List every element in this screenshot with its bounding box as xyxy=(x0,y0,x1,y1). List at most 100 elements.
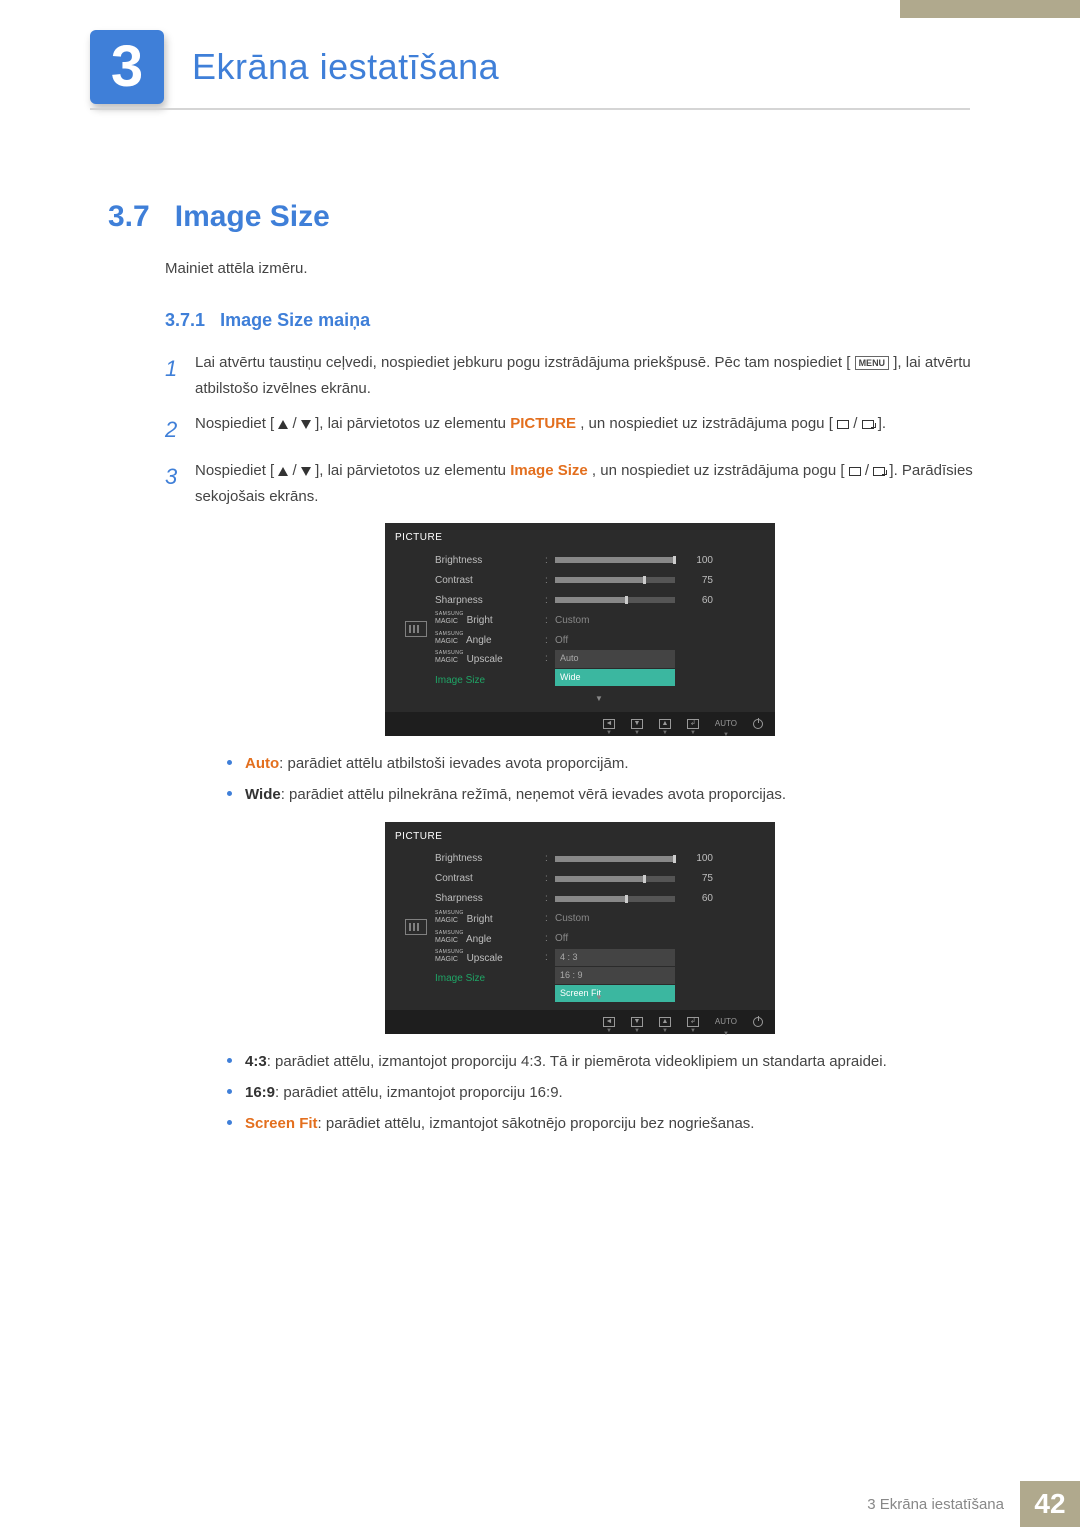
step-2: 2 Nospiediet [ / ], lai pārvietotos uz e… xyxy=(165,411,985,448)
step-2-text-c: , un nospiediet uz izstrādājuma pogu [ xyxy=(580,415,833,432)
osd2-brightness-value: 100 xyxy=(683,850,713,867)
step-3-body: Nospiediet [ / ], lai pārvietotos uz ele… xyxy=(195,458,985,1140)
menu-icon: MENU xyxy=(855,356,890,370)
footer-text: 3 Ekrāna iestatīšana xyxy=(867,1496,1004,1513)
bullet-43-key: 4:3 xyxy=(245,1053,267,1070)
osd1-image-size-label: Image Size xyxy=(435,672,545,689)
nav-auto-label: AUTO▼ xyxy=(715,717,737,731)
triangle-down-icon xyxy=(301,467,311,476)
osd1-down-arrow-icon: ▼ xyxy=(435,690,763,708)
step-1-number: 1 xyxy=(165,350,195,401)
bullet-screenfit-text: : parādiet attēlu, izmantojot sākotnējo … xyxy=(318,1115,755,1132)
bullet-screenfit: Screen Fit: parādiet attēlu, izmantojot … xyxy=(225,1110,985,1137)
box-icon xyxy=(837,420,849,429)
osd2-contrast-slider xyxy=(555,876,675,882)
osd1-magic-bright-row: SAMSUNGMAGIC Bright : Custom xyxy=(435,610,763,630)
triangle-up-icon xyxy=(278,420,288,429)
bullet-auto: Auto: parādiet attēlu atbilstoši ievades… xyxy=(225,750,985,777)
steps-container: 1 Lai atvērtu taustiņu ceļvedi, nospiedi… xyxy=(165,350,985,1151)
osd2-sharpness-slider xyxy=(555,896,675,902)
osd2-magic-upscale-suffix: Upscale xyxy=(467,953,503,964)
chapter-header: 3 Ekrāna iestatīšana xyxy=(90,30,499,104)
nav-enter-icon: ↲▼ xyxy=(687,719,699,729)
osd2-navbar: ◄▼ ▼▼ ▲▼ ↲▼ AUTO▼ xyxy=(385,1010,775,1034)
osd1-image-size-dropdown: Auto Wide xyxy=(555,650,675,687)
osd1-magic-bright-value: Custom xyxy=(555,612,589,629)
samsung-magic-icon: SAMSUNGMAGIC xyxy=(435,910,464,924)
top-accent-bar xyxy=(900,0,1080,18)
osd2-magic-angle-suffix: Angle xyxy=(466,934,492,945)
osd1-sharpness-slider xyxy=(555,597,675,603)
subsection-number: 3.7.1 xyxy=(165,310,205,330)
osd2-magic-bright-row: SAMSUNGMAGIC Bright : Custom xyxy=(435,909,763,929)
step-2-body: Nospiediet [ / ], lai pārvietotos uz ele… xyxy=(195,411,985,448)
bullet-169-key: 16:9 xyxy=(245,1084,275,1101)
osd1-brightness-row: Brightness : 100 xyxy=(435,550,763,570)
step-2-text-d: ]. xyxy=(878,415,886,432)
osd1-magic-bright-suffix: Bright xyxy=(467,615,493,626)
step-2-text-b: ], lai pārvietotos uz elementu xyxy=(315,415,510,432)
triangle-up-icon xyxy=(278,467,288,476)
osd1-magic-angle-suffix: Angle xyxy=(466,635,492,646)
page-footer: 3 Ekrāna iestatīšana 42 xyxy=(0,1481,1080,1527)
bullet-screenfit-key: Screen Fit xyxy=(245,1115,318,1132)
nav-left-icon: ◄▼ xyxy=(603,719,615,729)
step-3-text-c: , un nospiediet uz izstrādājuma pogu [ xyxy=(592,462,845,479)
step-3-text-b: ], lai pārvietotos uz elementu xyxy=(315,462,510,479)
nav-down-icon: ▼▼ xyxy=(631,1017,643,1027)
step-1-body: Lai atvērtu taustiņu ceļvedi, nospiediet… xyxy=(195,350,985,401)
osd1-contrast-slider xyxy=(555,577,675,583)
triangle-down-icon xyxy=(301,420,311,429)
step-3: 3 Nospiediet [ / ], lai pārvietotos uz e… xyxy=(165,458,985,1140)
osd2-rows: Brightness : 100 Contrast : xyxy=(435,849,763,1007)
section-heading: 3.7 Image Size xyxy=(108,200,330,234)
bullet-wide-key: Wide xyxy=(245,786,281,803)
osd1-option-auto: Auto xyxy=(555,650,675,667)
samsung-magic-icon: SAMSUNGMAGIC xyxy=(435,949,464,963)
footer-page-number: 42 xyxy=(1020,1481,1080,1527)
osd1-title: PICTURE xyxy=(385,523,775,550)
osd1-navbar: ◄▼ ▼▼ ▲▼ ↲▼ AUTO▼ xyxy=(385,712,775,736)
section-title: Image Size xyxy=(175,200,330,233)
osd1-magic-angle-row: SAMSUNGMAGIC Angle : Off xyxy=(435,630,763,650)
bullets-2: 4:3: parādiet attēlu, izmantojot proporc… xyxy=(225,1048,985,1137)
osd1-magic-angle-value: Off xyxy=(555,632,568,649)
step-3-highlight: Image Size xyxy=(510,462,588,479)
box-icon xyxy=(849,467,861,476)
osd2-down-arrow-icon: ▼ xyxy=(435,989,763,1007)
osd2-magic-bright-value: Custom xyxy=(555,910,589,927)
bullet-169-text: : parādiet attēlu, izmantojot proporciju… xyxy=(275,1084,563,1101)
step-3-number: 3 xyxy=(165,458,195,1140)
section-number: 3.7 xyxy=(108,200,150,233)
osd1-brightness-value: 100 xyxy=(683,552,713,569)
osd1-magic-upscale-row: SAMSUNGMAGIC Upscale : Auto Wide xyxy=(435,650,763,670)
nav-enter-icon: ↲▼ xyxy=(687,1017,699,1027)
osd2-contrast-value: 75 xyxy=(683,870,713,887)
bullet-43-text: : parādiet attēlu, izmantojot proporciju… xyxy=(267,1053,887,1070)
osd1-brightness-slider xyxy=(555,557,675,563)
osd1-sharpness-label: Sharpness xyxy=(435,592,545,609)
step-1: 1 Lai atvērtu taustiņu ceļvedi, nospiedi… xyxy=(165,350,985,401)
nav-up-icon: ▲▼ xyxy=(659,1017,671,1027)
enter-icon xyxy=(862,420,874,429)
osd1-side xyxy=(397,550,435,708)
step-3-text-a: Nospiediet [ xyxy=(195,462,274,479)
osd2-title: PICTURE xyxy=(385,822,775,849)
bullet-169: 16:9: parādiet attēlu, izmantojot propor… xyxy=(225,1079,985,1106)
step-2-text-a: Nospiediet [ xyxy=(195,415,274,432)
osd2-sharpness-value: 60 xyxy=(683,890,713,907)
osd2-brightness-slider xyxy=(555,856,675,862)
subsection-title: Image Size maiņa xyxy=(220,310,370,330)
chapter-number-badge: 3 xyxy=(90,30,164,104)
step-2-number: 2 xyxy=(165,411,195,448)
osd2-contrast-label: Contrast xyxy=(435,870,545,887)
step-1-text-a: Lai atvērtu taustiņu ceļvedi, nospiediet… xyxy=(195,354,850,371)
osd1-contrast-label: Contrast xyxy=(435,572,545,589)
osd2-magic-angle-row: SAMSUNGMAGIC Angle : Off xyxy=(435,929,763,949)
bullets-1: Auto: parādiet attēlu atbilstoši ievades… xyxy=(225,750,985,808)
bullet-auto-text: : parādiet attēlu atbilstoši ievades avo… xyxy=(279,755,628,772)
osd2-option-screenfit: Screen Fit xyxy=(555,985,675,1002)
osd1-sharpness-value: 60 xyxy=(683,592,713,609)
nav-down-icon: ▼▼ xyxy=(631,719,643,729)
osd2-magic-upscale-row: SAMSUNGMAGIC Upscale : 4 : 3 16 : 9 Scre… xyxy=(435,949,763,969)
